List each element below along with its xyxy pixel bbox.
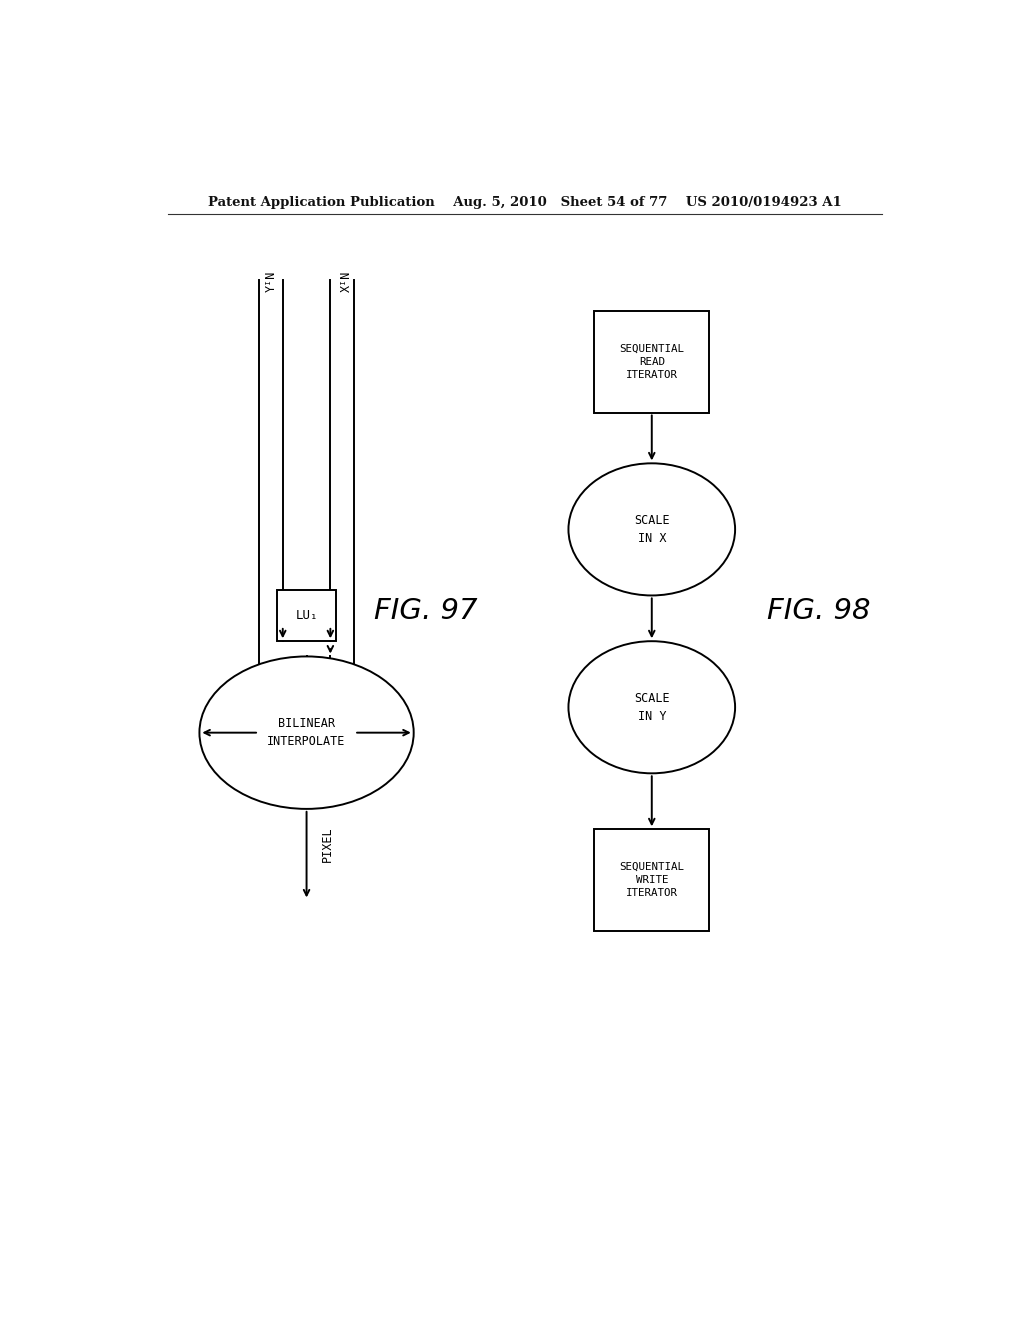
Text: FIG. 97: FIG. 97 bbox=[374, 597, 477, 624]
Text: SCALE
IN Y: SCALE IN Y bbox=[634, 692, 670, 723]
Text: Patent Application Publication    Aug. 5, 2010   Sheet 54 of 77    US 2010/01949: Patent Application Publication Aug. 5, 2… bbox=[208, 195, 842, 209]
Text: LU₁: LU₁ bbox=[295, 610, 317, 622]
Bar bbox=[594, 312, 710, 412]
Text: YᴵN: YᴵN bbox=[264, 271, 278, 292]
Text: FIG. 98: FIG. 98 bbox=[767, 597, 870, 624]
Bar bbox=[276, 590, 336, 642]
Text: SEQUENTIAL
WRITE
ITERATOR: SEQUENTIAL WRITE ITERATOR bbox=[620, 862, 684, 898]
Text: SEQUENTIAL
READ
ITERATOR: SEQUENTIAL READ ITERATOR bbox=[620, 343, 684, 380]
Ellipse shape bbox=[568, 642, 735, 774]
Ellipse shape bbox=[568, 463, 735, 595]
Text: SCALE
IN X: SCALE IN X bbox=[634, 513, 670, 545]
Ellipse shape bbox=[200, 656, 414, 809]
Text: BILINEAR
INTERPOLATE: BILINEAR INTERPOLATE bbox=[267, 717, 346, 748]
Text: XᴵN: XᴵN bbox=[340, 271, 352, 292]
Bar bbox=[594, 829, 710, 931]
Text: PIXEL: PIXEL bbox=[321, 826, 334, 862]
